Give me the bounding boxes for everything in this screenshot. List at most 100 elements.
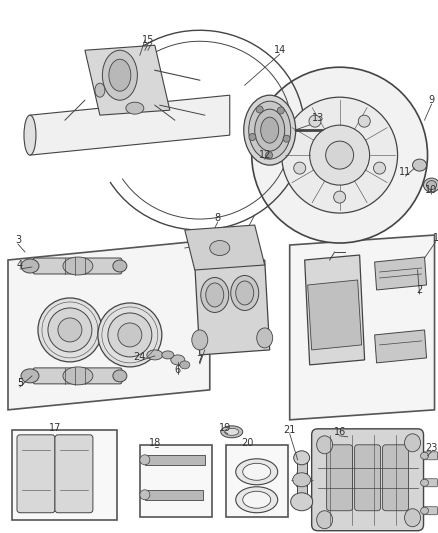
- Ellipse shape: [231, 276, 259, 310]
- Ellipse shape: [21, 259, 39, 273]
- Ellipse shape: [140, 490, 150, 500]
- Circle shape: [48, 308, 92, 352]
- FancyBboxPatch shape: [33, 258, 122, 274]
- Ellipse shape: [420, 453, 428, 459]
- Text: 10: 10: [425, 185, 438, 195]
- Ellipse shape: [249, 101, 291, 159]
- Ellipse shape: [63, 257, 93, 275]
- Ellipse shape: [236, 459, 278, 485]
- Ellipse shape: [236, 281, 254, 305]
- Polygon shape: [145, 490, 203, 500]
- Circle shape: [310, 125, 370, 185]
- Polygon shape: [85, 45, 170, 115]
- Ellipse shape: [317, 436, 332, 454]
- Polygon shape: [195, 260, 270, 355]
- Ellipse shape: [24, 115, 36, 155]
- Polygon shape: [290, 235, 434, 420]
- Ellipse shape: [317, 511, 332, 529]
- Circle shape: [309, 115, 321, 127]
- Text: 21: 21: [283, 425, 296, 435]
- FancyBboxPatch shape: [327, 445, 353, 511]
- Polygon shape: [145, 455, 205, 465]
- Bar: [140, 445, 212, 516]
- Polygon shape: [305, 255, 364, 365]
- Circle shape: [282, 97, 398, 213]
- Text: 9: 9: [428, 95, 434, 105]
- Ellipse shape: [225, 429, 239, 435]
- Ellipse shape: [405, 508, 420, 527]
- Polygon shape: [307, 280, 362, 350]
- FancyBboxPatch shape: [312, 429, 424, 531]
- Polygon shape: [30, 95, 230, 155]
- Ellipse shape: [201, 278, 229, 312]
- Ellipse shape: [420, 479, 428, 486]
- Text: 17: 17: [49, 423, 61, 433]
- Ellipse shape: [244, 95, 296, 165]
- Text: 18: 18: [149, 438, 161, 448]
- Ellipse shape: [221, 426, 243, 438]
- Text: 5: 5: [17, 378, 23, 388]
- Text: 2: 2: [417, 285, 423, 295]
- Text: 7: 7: [197, 355, 203, 365]
- Polygon shape: [374, 257, 427, 290]
- Ellipse shape: [102, 50, 138, 100]
- Text: 24: 24: [134, 352, 146, 362]
- Polygon shape: [374, 330, 427, 363]
- FancyBboxPatch shape: [17, 435, 55, 513]
- Circle shape: [38, 298, 102, 362]
- Ellipse shape: [140, 455, 150, 465]
- Ellipse shape: [255, 109, 285, 151]
- Polygon shape: [185, 225, 265, 270]
- Text: 15: 15: [141, 35, 154, 45]
- Text: 5: 5: [17, 378, 23, 388]
- Circle shape: [108, 313, 152, 357]
- Ellipse shape: [420, 507, 428, 514]
- FancyBboxPatch shape: [355, 445, 381, 511]
- Circle shape: [98, 303, 162, 367]
- Circle shape: [265, 151, 272, 159]
- FancyBboxPatch shape: [424, 452, 438, 460]
- Circle shape: [249, 134, 256, 141]
- Ellipse shape: [63, 367, 93, 385]
- FancyBboxPatch shape: [33, 368, 122, 384]
- Text: 8: 8: [215, 213, 221, 223]
- Ellipse shape: [413, 159, 427, 171]
- Circle shape: [374, 162, 385, 174]
- Text: 20: 20: [241, 438, 254, 448]
- Text: 13: 13: [311, 113, 324, 123]
- Ellipse shape: [293, 473, 311, 487]
- Ellipse shape: [162, 351, 174, 359]
- Ellipse shape: [243, 491, 271, 508]
- Ellipse shape: [291, 492, 313, 511]
- Ellipse shape: [294, 451, 310, 465]
- Circle shape: [358, 115, 370, 127]
- Ellipse shape: [243, 463, 271, 480]
- Circle shape: [325, 141, 353, 169]
- Text: 23: 23: [425, 443, 438, 453]
- Text: 6: 6: [175, 365, 181, 375]
- Ellipse shape: [424, 178, 438, 192]
- Bar: [226, 445, 288, 516]
- Bar: [12, 430, 117, 520]
- Ellipse shape: [147, 350, 163, 360]
- Text: 16: 16: [333, 427, 346, 437]
- Circle shape: [277, 107, 284, 114]
- Ellipse shape: [126, 102, 144, 114]
- Ellipse shape: [113, 260, 127, 272]
- Circle shape: [58, 318, 82, 342]
- Ellipse shape: [261, 117, 279, 143]
- Ellipse shape: [236, 487, 278, 513]
- Text: 12: 12: [258, 150, 271, 160]
- Circle shape: [118, 323, 142, 347]
- Circle shape: [283, 135, 290, 142]
- FancyBboxPatch shape: [424, 507, 438, 515]
- FancyBboxPatch shape: [55, 435, 93, 513]
- Ellipse shape: [109, 59, 131, 91]
- Ellipse shape: [95, 83, 105, 97]
- Ellipse shape: [171, 355, 185, 365]
- Circle shape: [294, 162, 306, 174]
- Ellipse shape: [180, 361, 190, 369]
- Ellipse shape: [113, 370, 127, 382]
- Text: 11: 11: [399, 167, 412, 177]
- Ellipse shape: [21, 369, 39, 383]
